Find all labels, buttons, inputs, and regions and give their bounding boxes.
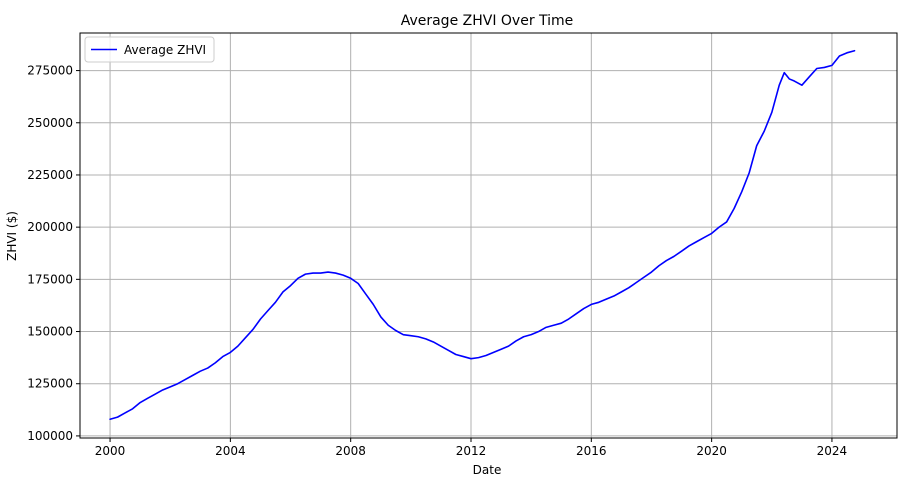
x-tick-label-2016: 2016 bbox=[576, 444, 607, 458]
x-tick-label-2024: 2024 bbox=[817, 444, 848, 458]
y-tick-label-175000: 175000 bbox=[27, 272, 73, 286]
y-tick-label-225000: 225000 bbox=[27, 168, 73, 182]
plot-frame bbox=[79, 32, 898, 439]
series-layer bbox=[109, 49, 856, 421]
x-tick-label-2020: 2020 bbox=[696, 444, 727, 458]
y-tick-label-100000: 100000 bbox=[27, 429, 73, 443]
chart-title: Average ZHVI Over Time bbox=[401, 13, 574, 29]
y-axis-ticks: 100000 125000 150000 175000 200000 225000 2500… bbox=[27, 64, 80, 443]
y-tick-label-150000: 150000 bbox=[27, 325, 73, 339]
series-line-0 bbox=[109, 49, 856, 421]
plot-area bbox=[79, 32, 898, 439]
legend-box bbox=[84, 36, 215, 63]
y-tick-label-125000: 125000 bbox=[27, 377, 73, 391]
plot-background bbox=[80, 33, 897, 438]
x-axis-label: Date bbox=[473, 463, 502, 477]
x-tick-label-2000: 2000 bbox=[95, 444, 126, 458]
x-tick-label-2012: 2012 bbox=[456, 444, 487, 458]
y-tick-label-250000: 250000 bbox=[27, 116, 73, 130]
y-tick-label-275000: 275000 bbox=[27, 64, 73, 78]
x-axis-ticks: 2000 2004 2008 2012 2016 2020 2024 bbox=[95, 438, 847, 458]
x-tick-label-2004: 2004 bbox=[215, 444, 246, 458]
y-axis-label: ZHVI ($) bbox=[5, 211, 19, 261]
legend: Average ZHVI bbox=[84, 36, 215, 63]
legend-label-average-zhvi: Average ZHVI bbox=[124, 43, 206, 57]
y-tick-label-200000: 200000 bbox=[27, 220, 73, 234]
grid-lines bbox=[80, 33, 897, 438]
x-tick-label-2008: 2008 bbox=[335, 444, 366, 458]
